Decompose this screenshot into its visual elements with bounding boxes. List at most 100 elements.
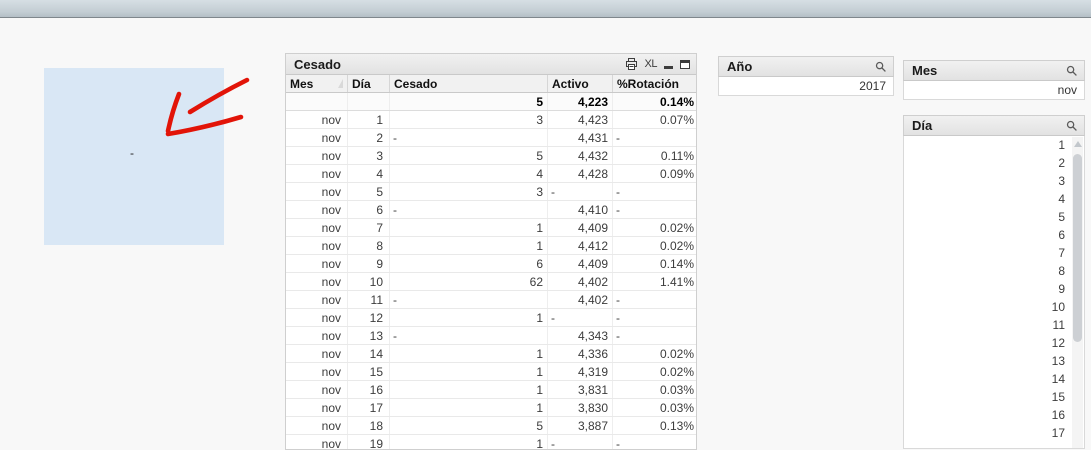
table-cell-dia[interactable]: 13 [348, 327, 390, 344]
table-cell-activo[interactable]: - [548, 183, 613, 200]
dia-scrollbar[interactable] [1072, 137, 1083, 448]
column-header-mes[interactable]: Mes [286, 75, 348, 92]
dia-list-item[interactable]: 11 [1052, 318, 1065, 332]
table-cell-activo[interactable]: 4,410 [548, 201, 613, 218]
table-cell-dia[interactable]: 18 [348, 417, 390, 434]
dia-list-item[interactable]: 14 [1051, 372, 1065, 386]
table-cell-activo[interactable]: 4,423 [548, 111, 613, 128]
minimize-icon[interactable] [664, 59, 673, 69]
table-cell-activo[interactable]: 4,402 [548, 291, 613, 308]
maximize-icon[interactable] [680, 59, 690, 69]
table-cell-cesado[interactable]: 62 [390, 273, 548, 290]
table-cell-cesado[interactable]: 1 [390, 435, 548, 449]
dia-list-item[interactable]: 13 [1051, 354, 1065, 368]
table-cell-activo[interactable]: 4,409 [548, 219, 613, 236]
table-cell-mes[interactable]: nov [286, 363, 348, 380]
table-cell-rotacion[interactable]: - [616, 293, 620, 307]
mes-selected-value[interactable]: nov [903, 81, 1085, 100]
table-cell-cesado[interactable]: 1 [390, 237, 548, 254]
table-cell-mes[interactable]: nov [286, 291, 348, 308]
table-cell-mes[interactable]: nov [286, 255, 348, 272]
cesado-caption-bar[interactable]: Cesado XL [286, 54, 696, 75]
table-cell-mes[interactable]: nov [286, 345, 348, 362]
excel-export-icon[interactable]: XL [644, 58, 658, 70]
dia-list-item[interactable]: 15 [1051, 390, 1065, 404]
dia-list-item[interactable]: 6 [1058, 228, 1065, 242]
table-cell-mes[interactable]: nov [286, 309, 348, 326]
table-cell-cesado[interactable]: 5 [390, 417, 548, 434]
dia-list-item[interactable]: 5 [1058, 210, 1065, 224]
table-cell-rotacion[interactable]: 0.13% [659, 419, 694, 433]
ano-selected-value[interactable]: 2017 [718, 77, 894, 96]
table-cell-rotacion[interactable]: 0.02% [659, 221, 694, 235]
table-cell-mes[interactable]: nov [286, 327, 348, 344]
table-cell-dia[interactable]: 1 [348, 111, 390, 128]
table-cell-rotacion[interactable]: - [616, 329, 620, 343]
table-cell-activo[interactable]: 4,432 [548, 147, 613, 164]
table-cell-mes[interactable]: nov [286, 381, 348, 398]
table-cell-dia[interactable]: 12 [348, 309, 390, 326]
table-cell-mes[interactable]: nov [286, 417, 348, 434]
print-icon[interactable] [625, 58, 638, 70]
column-header-cesado[interactable]: Cesado [390, 75, 548, 92]
table-cell-mes[interactable]: nov [286, 165, 348, 182]
table-cell-mes[interactable]: nov [286, 237, 348, 254]
table-cell-rotacion[interactable]: 1.41% [659, 275, 694, 289]
column-header-activo[interactable]: Activo [548, 75, 613, 92]
dia-list-item[interactable]: 17 [1051, 426, 1065, 440]
dia-list-item[interactable]: 12 [1051, 336, 1065, 350]
scrollbar-thumb[interactable] [1073, 154, 1082, 342]
table-cell-rotacion[interactable]: 0.07% [659, 113, 694, 127]
table-cell-cesado[interactable]: 1 [390, 399, 548, 416]
dia-list-item[interactable]: 1 [1058, 138, 1065, 152]
dia-list-item[interactable]: 3 [1058, 174, 1065, 188]
dia-list-item[interactable]: 10 [1051, 300, 1065, 314]
table-cell-cesado[interactable]: - [390, 201, 548, 218]
table-cell-mes[interactable]: nov [286, 201, 348, 218]
table-cell-rotacion[interactable]: 0.11% [660, 149, 694, 163]
search-icon[interactable] [1066, 120, 1078, 132]
table-cell-mes[interactable]: nov [286, 273, 348, 290]
table-cell-rotacion[interactable]: 0.02% [659, 365, 694, 379]
table-cell-activo[interactable]: 4,343 [548, 327, 613, 344]
column-header-dia[interactable]: Día [348, 75, 390, 92]
table-cell-activo[interactable]: 4,336 [548, 345, 613, 362]
table-cell-activo[interactable]: 3,830 [548, 399, 613, 416]
search-icon[interactable] [875, 61, 887, 73]
table-cell-dia[interactable]: 15 [348, 363, 390, 380]
table-cell-cesado[interactable]: 1 [390, 219, 548, 236]
table-cell-cesado[interactable]: - [390, 129, 548, 146]
table-cell-activo[interactable]: 4,428 [548, 165, 613, 182]
table-cell-activo[interactable]: 4,431 [548, 129, 613, 146]
table-cell-rotacion[interactable]: - [616, 185, 620, 199]
table-cell-dia[interactable]: 16 [348, 381, 390, 398]
table-cell-dia[interactable]: 6 [348, 201, 390, 218]
table-cell-rotacion[interactable]: - [616, 131, 620, 145]
table-cell-dia[interactable]: 11 [348, 291, 390, 308]
table-cell-activo[interactable]: 4,402 [548, 273, 613, 290]
table-cell-mes[interactable]: nov [286, 219, 348, 236]
table-cell-cesado[interactable]: 3 [390, 183, 548, 200]
table-cell-rotacion[interactable]: 0.09% [659, 167, 694, 181]
dia-list-item[interactable]: 8 [1058, 264, 1065, 278]
table-cell-dia[interactable]: 3 [348, 147, 390, 164]
table-cell-activo[interactable]: - [548, 309, 613, 326]
dia-list-item[interactable]: 4 [1058, 192, 1065, 206]
table-cell-mes[interactable]: nov [286, 399, 348, 416]
table-cell-mes[interactable]: nov [286, 435, 348, 449]
table-cell-cesado[interactable]: - [390, 291, 548, 308]
table-cell-dia[interactable]: 17 [348, 399, 390, 416]
table-cell-rotacion[interactable]: - [616, 203, 620, 217]
table-cell-rotacion[interactable]: 0.03% [659, 401, 694, 415]
table-cell-activo[interactable]: 4,409 [548, 255, 613, 272]
table-cell-mes[interactable]: nov [286, 111, 348, 128]
table-cell-cesado[interactable]: 1 [390, 345, 548, 362]
table-cell-mes[interactable]: nov [286, 129, 348, 146]
ano-caption-bar[interactable]: Año [718, 56, 894, 77]
table-cell-rotacion[interactable]: 0.03% [659, 383, 694, 397]
table-cell-activo[interactable]: 4,319 [548, 363, 613, 380]
table-cell-rotacion[interactable]: 0.02% [659, 239, 694, 253]
table-cell-rotacion[interactable]: - [616, 437, 620, 450]
table-cell-dia[interactable]: 8 [348, 237, 390, 254]
table-cell-activo[interactable]: 4,412 [548, 237, 613, 254]
